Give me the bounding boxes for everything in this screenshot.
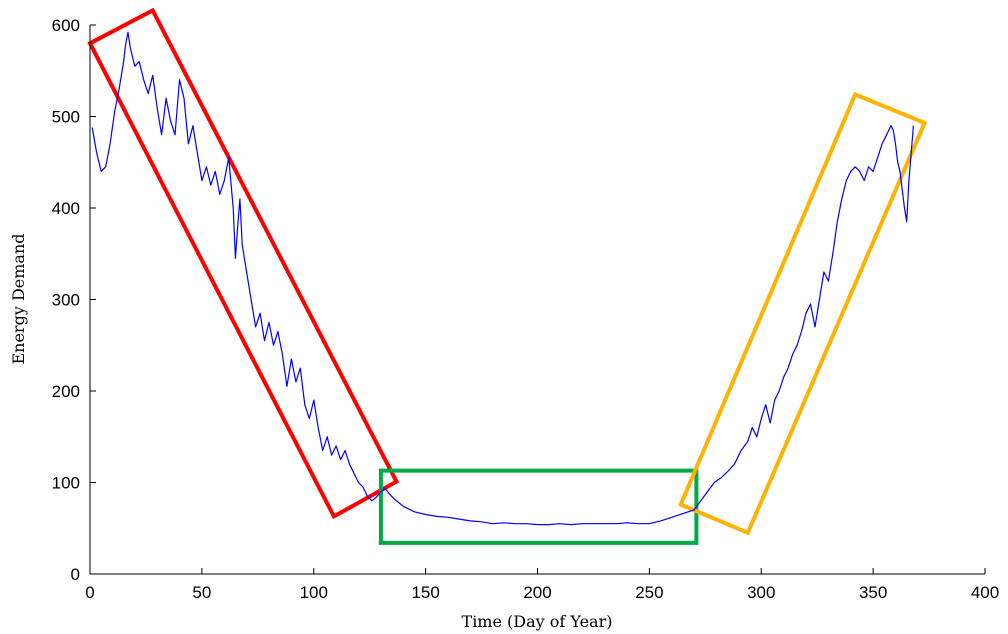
y-tick-label: 500 [52, 108, 80, 127]
annotation-boxes [87, 7, 928, 545]
y-axis-title: Energy Demand [9, 233, 28, 364]
x-tick-label: 100 [300, 583, 328, 602]
annotation-box-1 [87, 7, 400, 520]
x-tick-label: 50 [192, 583, 211, 602]
y-tick-label: 300 [52, 291, 80, 310]
y-tick-label: 600 [52, 16, 80, 35]
y-ticks: 0 100 200 300 400 500 600 [52, 16, 96, 584]
series-group [91, 31, 914, 526]
x-tick-label: 250 [635, 583, 663, 602]
annotation-box-3 [678, 91, 928, 536]
x-tick-label: 350 [859, 583, 887, 602]
annotation-box-2 [378, 468, 699, 545]
x-tick-label: 0 [85, 583, 94, 602]
y-tick-label: 200 [52, 382, 80, 401]
y-tick-label: 0 [71, 565, 80, 584]
x-axis-title: Time (Day of Year) [462, 612, 613, 631]
x-ticks: 0 50 100 150 200 250 300 350 400 [85, 568, 999, 602]
y-tick-label: 100 [52, 474, 80, 493]
x-tick-label: 300 [747, 583, 775, 602]
y-tick-label: 400 [52, 199, 80, 218]
x-tick-label: 150 [411, 583, 439, 602]
series-line-1 [91, 31, 914, 526]
x-tick-label: 400 [971, 583, 999, 602]
x-tick-label: 200 [523, 583, 551, 602]
